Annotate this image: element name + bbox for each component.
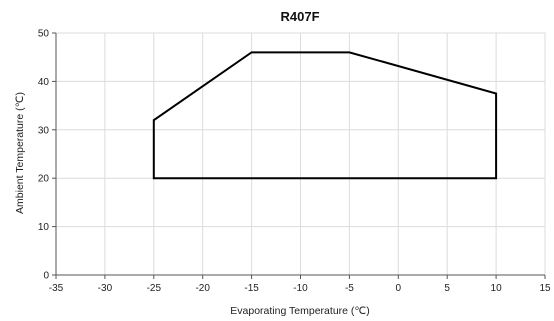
operating-envelope-line (152, 51, 498, 180)
x-tick-label: -15 (244, 283, 259, 294)
chart-title: R407F (280, 9, 319, 24)
y-tick-label: 0 (43, 271, 49, 282)
x-tick-label: 10 (491, 283, 503, 294)
x-tick-label: -35 (49, 283, 64, 294)
x-tick-label: 0 (396, 283, 402, 294)
tick-layer: -35 -30 -25 -20 -15 -10 -5 0 5 10 15 0 10 20 30 40 50 (38, 29, 551, 295)
x-axis-label: Evaporating Temperature (℃) (230, 305, 369, 317)
series-layer (152, 51, 498, 180)
x-tick-label: -25 (147, 283, 162, 294)
y-axis-label: Ambient Temperature (℃) (14, 92, 26, 214)
x-tick-label: 15 (539, 283, 551, 294)
x-tick-label: -30 (98, 283, 113, 294)
x-tick-label: -10 (293, 283, 308, 294)
y-tick-label: 50 (38, 29, 50, 40)
x-tick-label: -5 (345, 283, 354, 294)
y-tick-label: 30 (38, 125, 50, 136)
y-tick-label: 10 (38, 222, 50, 233)
grid-layer (56, 32, 546, 275)
x-tick-label: -20 (195, 283, 210, 294)
axis-layer (52, 32, 546, 279)
y-tick-label: 40 (38, 77, 50, 88)
x-tick-label: 5 (444, 283, 450, 294)
y-tick-label: 20 (38, 174, 50, 185)
